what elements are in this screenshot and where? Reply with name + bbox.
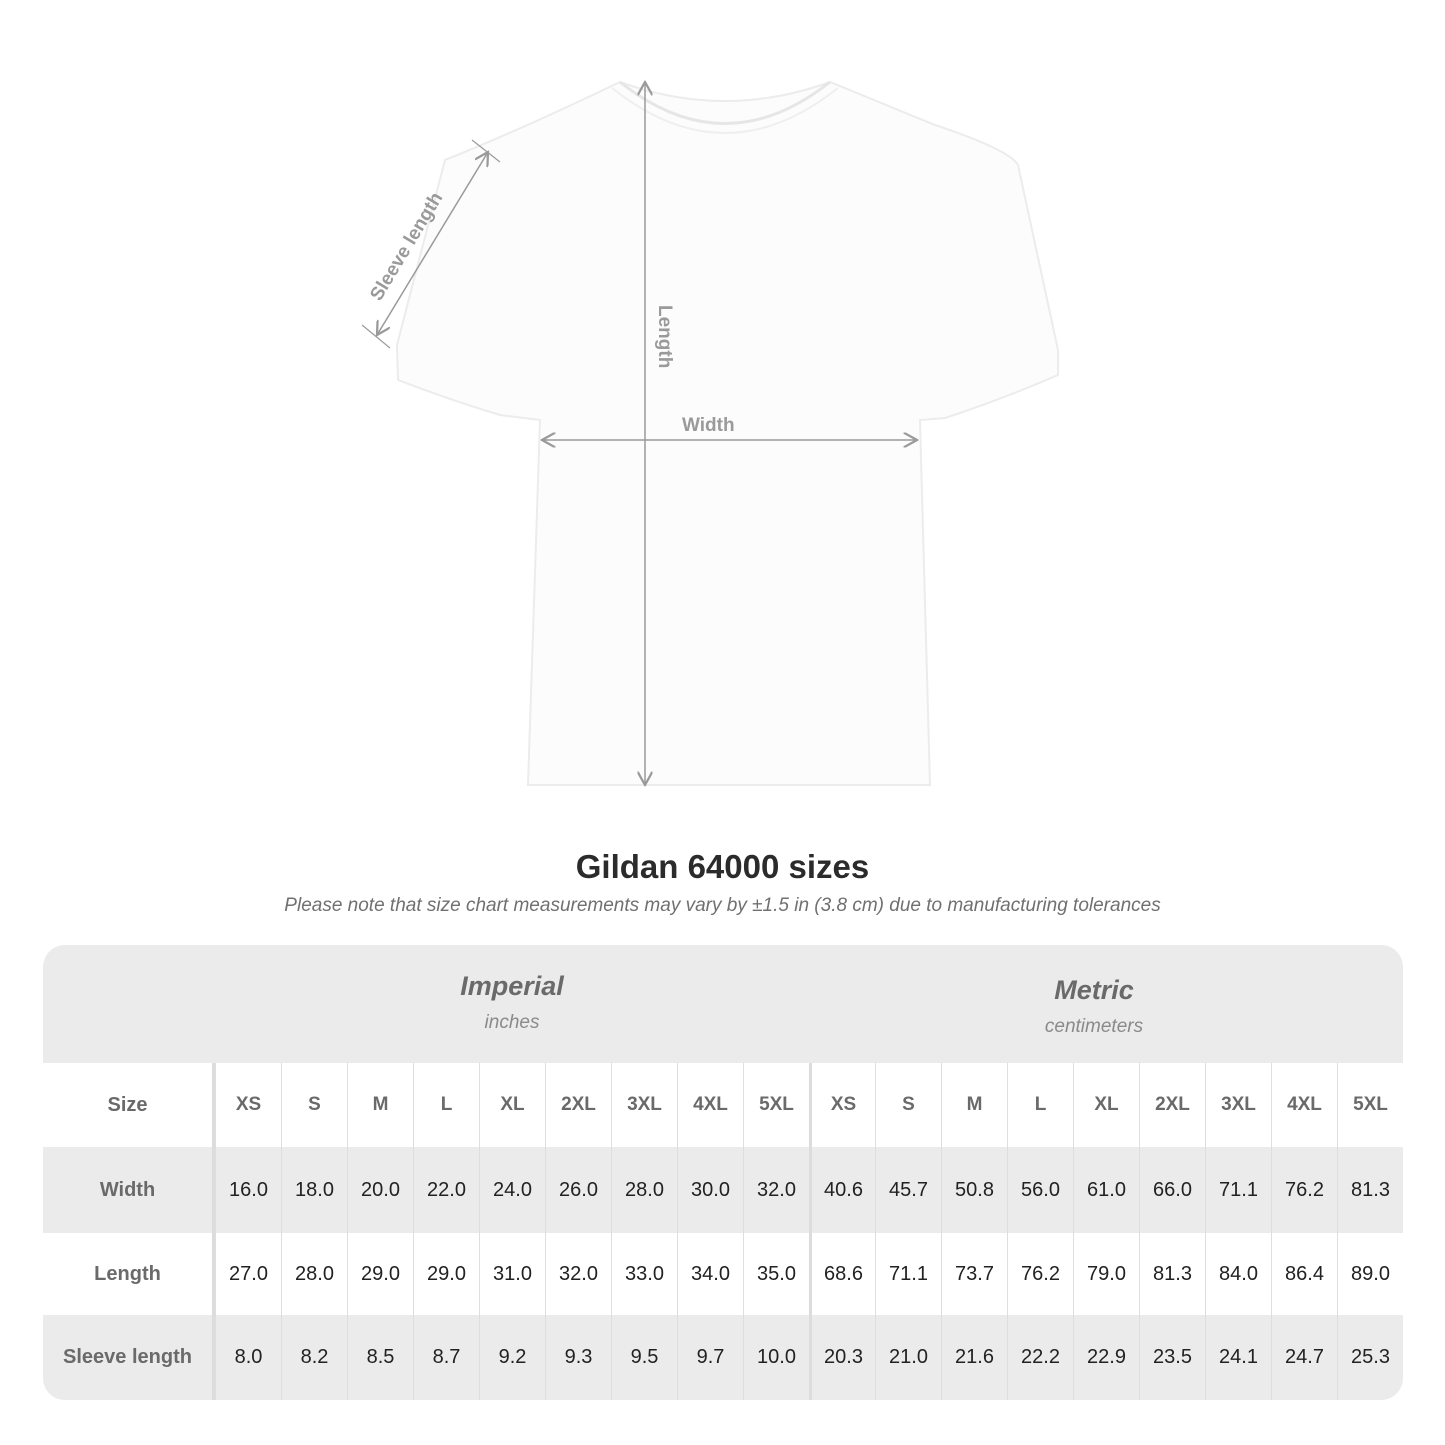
size-header-cell: XL — [1073, 1063, 1139, 1147]
table-cell: 28.0 — [281, 1233, 347, 1315]
table-cell: 22.2 — [1007, 1315, 1073, 1400]
page-title: Gildan 64000 sizes — [575, 848, 870, 885]
table-cell: 16.0 — [215, 1147, 281, 1233]
metric-header: Metric centimeters — [797, 945, 1391, 1063]
metric-label: Metric — [1054, 975, 1134, 1005]
table-cell: 76.2 — [1271, 1147, 1337, 1233]
tshirt-diagram: Sleeve length Length Width — [361, 0, 1059, 820]
table-cell: 32.0 — [743, 1147, 809, 1233]
table-cell: 76.2 — [1007, 1233, 1073, 1315]
table-cell: 8.5 — [347, 1315, 413, 1400]
table-cell: 9.5 — [611, 1315, 677, 1400]
size-header-label: Size — [43, 1063, 215, 1147]
table-cell: 21.6 — [941, 1315, 1007, 1400]
size-header-cell: XL — [479, 1063, 545, 1147]
size-header-cell: 5XL — [1337, 1063, 1403, 1147]
table-cell: 73.7 — [941, 1233, 1007, 1315]
size-header-cell: M — [347, 1063, 413, 1147]
table-cell: 56.0 — [1007, 1147, 1073, 1233]
table-cell: 24.7 — [1271, 1315, 1337, 1400]
size-header-cell: L — [413, 1063, 479, 1147]
size-header-cell: 4XL — [1271, 1063, 1337, 1147]
table-cell: 84.0 — [1205, 1233, 1271, 1315]
row-label: Sleeve length — [43, 1315, 215, 1400]
table-cell: 29.0 — [347, 1233, 413, 1315]
table-cell: 79.0 — [1073, 1233, 1139, 1315]
table-cell: 18.0 — [281, 1147, 347, 1233]
size-header-cell: L — [1007, 1063, 1073, 1147]
table-cell: 32.0 — [545, 1233, 611, 1315]
size-header-cell: 5XL — [743, 1063, 809, 1147]
size-header-cell: 2XL — [545, 1063, 611, 1147]
table-cell: 35.0 — [743, 1233, 809, 1315]
metric-unit: centimeters — [1044, 1016, 1144, 1037]
table-cell: 25.3 — [1337, 1315, 1403, 1400]
size-header-cell: 3XL — [1205, 1063, 1271, 1147]
table-cell: 20.0 — [347, 1147, 413, 1233]
table-cell: 71.1 — [875, 1233, 941, 1315]
tolerance-note: Please note that size chart measurements… — [284, 895, 1161, 916]
table-cell: 8.0 — [215, 1315, 281, 1400]
table-cell: 81.3 — [1337, 1147, 1403, 1233]
row-label: Length — [43, 1233, 215, 1315]
table-cell: 9.2 — [479, 1315, 545, 1400]
table-cell: 71.1 — [1205, 1147, 1271, 1233]
table-cell: 68.6 — [809, 1233, 875, 1315]
table-cell: 86.4 — [1271, 1233, 1337, 1315]
size-header-cell: S — [281, 1063, 347, 1147]
table-cell: 31.0 — [479, 1233, 545, 1315]
table-cell: 21.0 — [875, 1315, 941, 1400]
table-cell: 22.9 — [1073, 1315, 1139, 1400]
table-cell: 34.0 — [677, 1233, 743, 1315]
table-row: Width 16.0 18.0 20.0 22.0 24.0 26.0 28.0 30.0 32.… — [43, 1147, 1403, 1233]
table-cell: 81.3 — [1139, 1233, 1205, 1315]
table-cell: 50.8 — [941, 1147, 1007, 1233]
table-cell: 61.0 — [1073, 1147, 1139, 1233]
row-label: Width — [43, 1147, 215, 1233]
size-header-cell: S — [875, 1063, 941, 1147]
table-cell: 20.3 — [809, 1315, 875, 1400]
table-cell: 66.0 — [1139, 1147, 1205, 1233]
imperial-header: Imperial inches — [215, 945, 809, 1063]
size-header-cell: 4XL — [677, 1063, 743, 1147]
table-row: Sleeve length 8.0 8.2 8.5 8.7 9.2 9.3 9.5 9.7 10.… — [43, 1315, 1403, 1400]
size-row: Size XS S M L XL 2XL 3XL 4XL 5XL XS S M L XL 2XL 3XL 4XL… — [43, 1063, 1403, 1147]
table-cell: 24.1 — [1205, 1315, 1271, 1400]
size-header-cell: XS — [215, 1063, 281, 1147]
imperial-label: Imperial — [460, 971, 564, 1001]
table-cell: 24.0 — [479, 1147, 545, 1233]
table-cell: 10.0 — [743, 1315, 809, 1400]
table-cell: 30.0 — [677, 1147, 743, 1233]
table-cell: 8.2 — [281, 1315, 347, 1400]
size-header-cell: XS — [809, 1063, 875, 1147]
table-cell: 23.5 — [1139, 1315, 1205, 1400]
size-table: Imperial inches Metric centimeters Size … — [43, 945, 1403, 1400]
size-header-cell: 3XL — [611, 1063, 677, 1147]
sleeve-measure-line — [377, 152, 488, 335]
table-cell: 89.0 — [1337, 1233, 1403, 1315]
table-cell: 9.7 — [677, 1315, 743, 1400]
size-header-cell: 2XL — [1139, 1063, 1205, 1147]
table-cell: 29.0 — [413, 1233, 479, 1315]
table-cell: 45.7 — [875, 1147, 941, 1233]
size-header-cell: M — [941, 1063, 1007, 1147]
table-cell: 9.3 — [545, 1315, 611, 1400]
table-cell: 28.0 — [611, 1147, 677, 1233]
table-cell: 40.6 — [809, 1147, 875, 1233]
table-cell: 27.0 — [215, 1233, 281, 1315]
table-cell: 8.7 — [413, 1315, 479, 1400]
length-label: Length — [654, 305, 675, 368]
table-cell: 26.0 — [545, 1147, 611, 1233]
table-cell: 33.0 — [611, 1233, 677, 1315]
table-cell: 22.0 — [413, 1147, 479, 1233]
table-row: Length 27.0 28.0 29.0 29.0 31.0 32.0 33.0 34.0 35… — [43, 1233, 1403, 1315]
imperial-unit: inches — [484, 1012, 540, 1033]
width-label: Width — [682, 415, 735, 436]
